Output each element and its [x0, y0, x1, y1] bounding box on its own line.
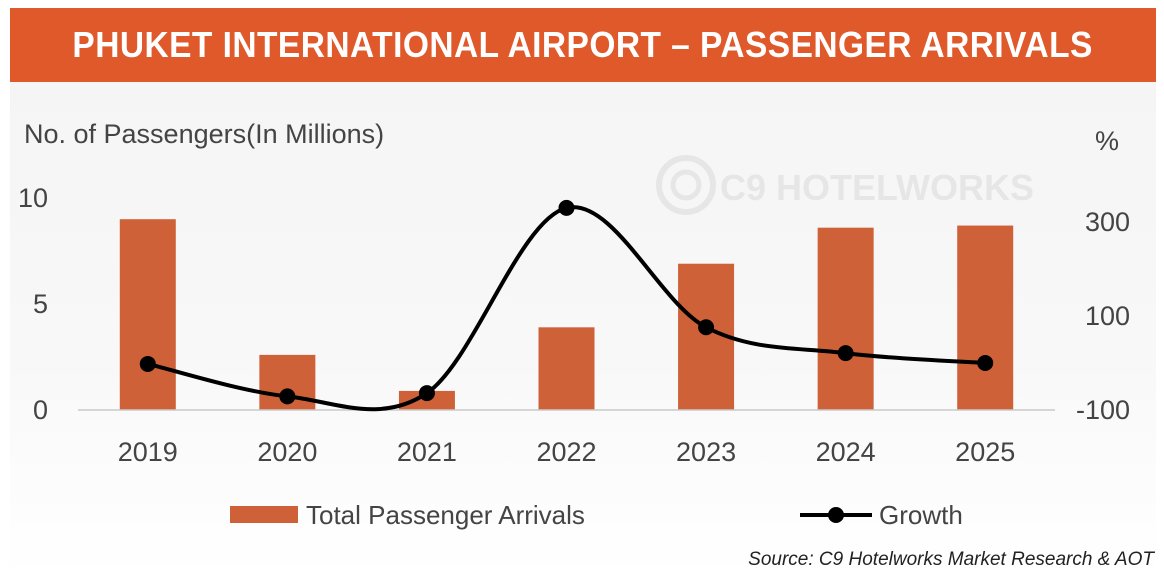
- y-tick-label: 5: [33, 289, 48, 319]
- x-tick-label: 2022: [536, 437, 596, 467]
- title-banner: PHUKET INTERNATIONAL AIRPORT – PASSENGER…: [10, 8, 1156, 82]
- growth-point-2020: [279, 388, 296, 405]
- growth-point-2021: [418, 385, 435, 402]
- growth-point-2025: [977, 355, 994, 371]
- bar-series: [119, 219, 1014, 410]
- growth-points: [139, 199, 994, 405]
- legend: Total Passenger Arrivals Growth: [230, 500, 963, 530]
- bar-2022: [538, 327, 595, 410]
- x-tick-label: 2023: [676, 437, 736, 467]
- growth-point-2023: [698, 319, 715, 336]
- watermark-logo-icon: [656, 155, 716, 215]
- watermark: C9 HOTELWORKS: [656, 155, 1034, 215]
- y2-tick-label: 300: [1085, 207, 1130, 237]
- x-tick-label: 2024: [816, 437, 876, 467]
- y2-axis-title: %: [1095, 126, 1119, 156]
- bar-2019: [119, 219, 176, 410]
- legend-line-marker: [828, 507, 844, 523]
- y-axis-ticks: 0 5 10: [18, 183, 48, 425]
- y2-tick-label: 100: [1085, 301, 1130, 331]
- bar-2024: [817, 227, 874, 410]
- y-tick-label: 0: [33, 395, 48, 425]
- growth-point-2019: [139, 355, 156, 372]
- source-note: Source: C9 Hotelworks Market Research & …: [748, 549, 1155, 570]
- x-tick-label: 2025: [955, 437, 1015, 467]
- bar-2025: [957, 225, 1014, 410]
- growth-point-2024: [837, 345, 854, 362]
- legend-bar-swatch: [230, 506, 298, 523]
- legend-bar-label: Total Passenger Arrivals: [306, 500, 585, 530]
- y2-tick-label: -100: [1076, 395, 1130, 425]
- x-tick-label: 2020: [257, 437, 317, 467]
- growth-point-2022: [558, 199, 575, 216]
- y2-axis-ticks: -100 100 300: [1076, 207, 1130, 425]
- legend-line-label: Growth: [879, 500, 963, 530]
- y-tick-label: 10: [18, 183, 48, 213]
- chart-title: PHUKET INTERNATIONAL AIRPORT – PASSENGER…: [72, 24, 1094, 65]
- watermark-text: C9 HOTELWORKS: [720, 167, 1034, 208]
- x-axis-ticks: 2019 2020 2021 2022 2023 2024 2025: [118, 437, 1016, 467]
- y-axis-title: No. of Passengers(In Millions): [24, 119, 384, 149]
- x-tick-label: 2019: [118, 437, 178, 467]
- x-tick-label: 2021: [397, 437, 457, 467]
